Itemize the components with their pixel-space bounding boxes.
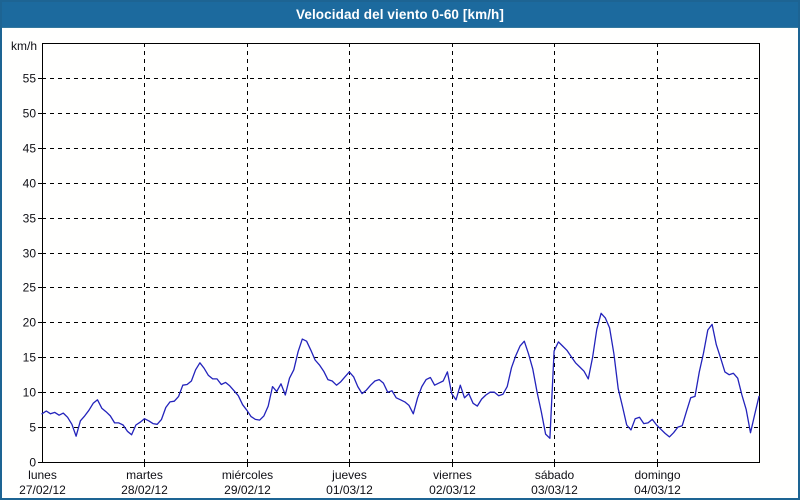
y-axis-unit-label: km/h	[11, 39, 37, 53]
y-tick-label: 10	[23, 386, 37, 400]
chart-title: Velocidad del viento 0-60 [km/h]	[296, 7, 504, 22]
day-name-label: jueves	[331, 468, 367, 482]
y-tick-label: 35	[23, 212, 37, 226]
day-name-label: miércoles	[222, 468, 273, 482]
day-date-label: 27/02/12	[19, 483, 66, 497]
day-date-label: 04/03/12	[634, 483, 681, 497]
y-tick-label: 20	[23, 316, 37, 330]
y-tick-label: 15	[23, 351, 37, 365]
y-tick-label: 5	[29, 421, 36, 435]
day-name-label: domingo	[634, 468, 680, 482]
day-date-label: 28/02/12	[121, 483, 168, 497]
chart-window: Velocidad del viento 0-60 [km/h] 0510152…	[0, 0, 800, 500]
y-tick-label: 40	[23, 177, 37, 191]
wind-speed-chart: 0510152025303540455055km/hlunes27/02/12m…	[2, 28, 798, 498]
day-date-label: 01/03/12	[326, 483, 373, 497]
y-tick-label: 30	[23, 247, 37, 261]
day-name-label: martes	[126, 468, 163, 482]
day-name-label: sábado	[535, 468, 575, 482]
wind-speed-line	[42, 313, 759, 438]
day-date-label: 03/03/12	[531, 483, 578, 497]
day-name-label: lunes	[28, 468, 57, 482]
y-tick-label: 50	[23, 107, 37, 121]
y-tick-label: 45	[23, 142, 37, 156]
day-date-label: 29/02/12	[224, 483, 271, 497]
day-date-label: 02/03/12	[429, 483, 476, 497]
window-titlebar: Velocidad del viento 0-60 [km/h]	[2, 2, 798, 28]
chart-panel: 0510152025303540455055km/hlunes27/02/12m…	[2, 28, 798, 498]
y-tick-label: 55	[23, 72, 37, 86]
day-name-label: viernes	[433, 468, 472, 482]
y-tick-label: 25	[23, 281, 37, 295]
